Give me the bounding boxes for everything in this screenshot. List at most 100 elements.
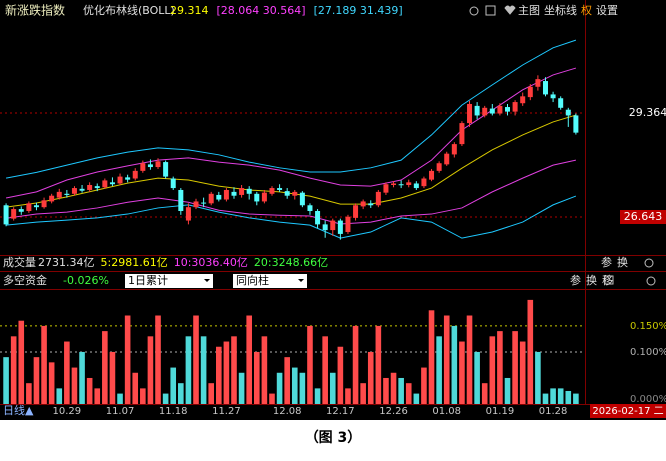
bar [421,367,427,404]
candle-body [315,210,321,225]
toolbar-button[interactable]: 权 [581,4,592,17]
bar [284,357,290,404]
bar [124,315,131,404]
bar [238,372,245,404]
x-tick-label: 01.28 [539,406,568,417]
bar [557,388,564,404]
bar [383,377,389,404]
band-line [6,195,577,239]
bar [71,367,78,404]
select-value[interactable]: 1日累计 [128,274,168,287]
price-box [620,209,666,224]
bar [565,390,572,404]
x-tick-label: 12.08 [273,406,302,417]
x-tick-label: 10.29 [53,406,82,417]
bar [208,383,215,404]
bar [573,393,579,404]
candle-body [398,184,404,186]
candle-body [505,107,511,112]
bar [512,331,518,404]
candle-body [170,178,176,189]
y-tick-label: 29.364 [629,106,666,119]
toolbar-icons [469,5,656,286]
toolbar-button[interactable]: 换 [617,255,628,269]
candle-body [71,188,77,194]
bar [550,388,556,404]
bar [489,336,496,404]
candle-body [542,81,548,95]
candle-body [527,86,533,98]
bar [102,331,108,404]
candle-body [269,188,275,194]
bar [178,383,184,404]
icon [485,5,496,16]
bar [519,341,526,404]
band-line [5,67,577,199]
y-tick-label: 0.100% [630,347,666,358]
bar [170,367,177,404]
candle-body [459,123,465,145]
band-line [6,159,576,225]
candle-body [353,205,359,218]
bar [33,357,40,404]
panel-title: 多空资金 [3,273,47,287]
toolbar-button[interactable]: 坐标线 [544,3,577,17]
toolbar-button[interactable]: 设置 [596,4,618,17]
candle-body [375,191,381,206]
bar [253,351,260,404]
toolbar-button[interactable]: 参 [601,255,612,269]
candle-body [261,192,267,202]
candle-body [391,183,397,186]
bar [466,315,473,404]
candle-body [231,191,237,196]
candle-body [558,98,564,108]
bar [428,310,435,404]
candle-body [201,202,207,204]
candle-body [26,203,32,211]
volume-value: 5:2981.61亿 [101,256,168,269]
bar [261,336,268,404]
cursor-date-box [590,404,666,418]
bar [185,336,192,404]
candle-body [147,164,153,168]
bar [41,325,47,404]
x-tick-label: 11.18 [159,406,188,417]
toolbar-button[interactable]: 参 [570,273,581,287]
y-tick-label: 0.000% [630,394,666,405]
bar [200,336,207,404]
candle-body [216,194,222,200]
bar [193,315,199,404]
toolbar-button[interactable]: 移 [602,274,613,287]
candle-body [284,191,290,196]
candle-body [102,180,108,188]
indicator-value: 29.314 [170,4,209,17]
candle-body [132,170,138,179]
candle-body [444,153,450,165]
toolbar-button[interactable]: 主图 [518,4,540,17]
bar [79,351,85,404]
select-value[interactable]: 同向柱 [236,273,269,287]
select-box[interactable] [125,274,213,288]
candle-body [33,205,39,208]
candle-body [79,188,85,191]
x-tick-label: 12.26 [379,406,408,417]
bar [375,325,382,404]
icon [504,5,516,15]
candle-body [223,189,229,200]
candle-body [277,188,283,190]
y-tick-label: 26.643 [624,210,663,223]
bar [231,336,237,404]
x-tick-label: 11.27 [212,406,241,417]
bar [390,372,397,404]
candle-body [368,203,374,206]
toolbar-button[interactable]: 换 [586,273,597,287]
candle-body [246,188,252,194]
select-box[interactable] [233,274,307,288]
bar [109,351,116,404]
candle-body [185,207,191,221]
bar [504,377,511,404]
bar [413,393,420,404]
candle-body [178,189,184,211]
volume-value: 2731.34亿 [38,256,95,269]
